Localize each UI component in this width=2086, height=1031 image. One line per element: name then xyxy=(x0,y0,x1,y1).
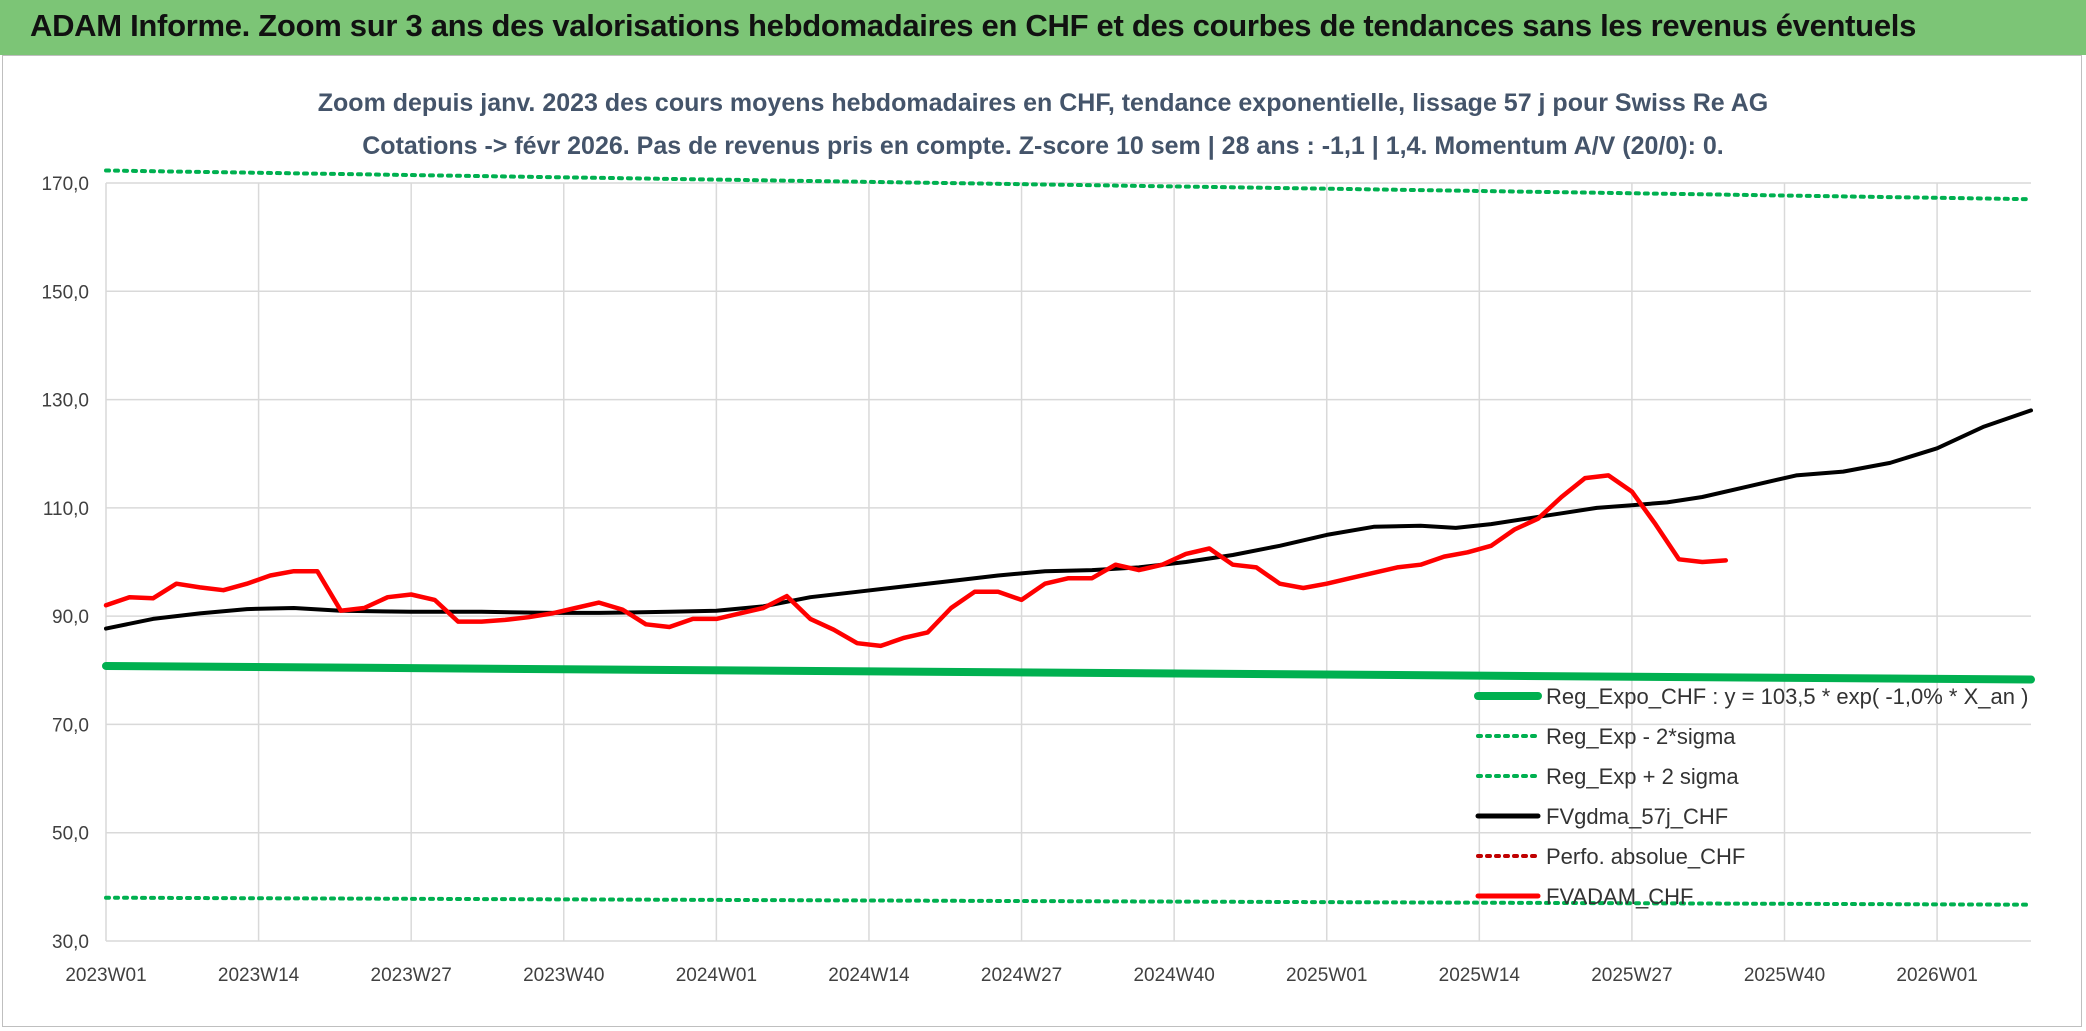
chart: Zoom depuis janv. 2023 des cours moyens … xyxy=(41,89,2035,986)
legend-item-label: FVADAM_CHF xyxy=(1546,884,1694,909)
x-tick-label: 2023W14 xyxy=(218,965,300,986)
series-line-0 xyxy=(102,662,2035,684)
legend-item-label: Reg_Exp + 2 sigma xyxy=(1546,764,1739,789)
chart-frame: Zoom depuis janv. 2023 des cours moyens … xyxy=(2,55,2082,1027)
x-tick-label: 2024W14 xyxy=(828,965,910,986)
chart-subtitle: Cotations -> févr 2026. Pas de revenus p… xyxy=(362,132,1723,160)
y-tick-label: 30,0 xyxy=(52,932,89,953)
y-tick-label: 90,0 xyxy=(52,607,89,628)
x-tick-label: 2023W27 xyxy=(371,965,452,986)
x-tick-label: 2025W27 xyxy=(1591,965,1672,986)
x-tick-label: 2024W40 xyxy=(1133,965,1214,986)
x-tick-label: 2025W14 xyxy=(1439,965,1521,986)
x-tick-label: 2023W01 xyxy=(65,965,146,986)
plot-area xyxy=(102,168,2035,907)
y-tick-label: 170,0 xyxy=(41,174,89,195)
x-tick-label: 2026W01 xyxy=(1896,965,1977,986)
page-title: ADAM Informe. Zoom sur 3 ans des valoris… xyxy=(30,8,1917,43)
y-tick-label: 130,0 xyxy=(41,391,89,412)
legend-item-label: Reg_Exp - 2*sigma xyxy=(1546,724,1736,749)
legend: Reg_Expo_CHF : y = 103,5 * exp( -1,0% * … xyxy=(1474,684,2028,909)
chart-title: Zoom depuis janv. 2023 des cours moyens … xyxy=(318,89,1768,117)
x-tick-label: 2023W40 xyxy=(523,965,604,986)
x-axis: 2023W01 2023W14 2023W27 2023W40 2024W01 2024W… xyxy=(65,965,1977,986)
legend-item-label: FVgdma_57j_CHF xyxy=(1546,804,1728,829)
y-axis: 30,0 50,0 70,0 90,0 110,0 130,0 150,0 170,0 xyxy=(41,174,89,953)
x-tick-label: 2025W01 xyxy=(1286,965,1367,986)
x-tick-label: 2025W40 xyxy=(1744,965,1825,986)
x-tick-label: 2024W27 xyxy=(981,965,1062,986)
header-bar: ADAM Informe. Zoom sur 3 ans des valoris… xyxy=(0,0,2086,55)
legend-item-label: Perfo. absolue_CHF xyxy=(1546,844,1745,869)
grid xyxy=(105,182,2031,942)
x-tick-label: 2024W01 xyxy=(676,965,757,986)
y-tick-label: 70,0 xyxy=(52,715,89,736)
y-tick-label: 110,0 xyxy=(43,499,89,520)
y-tick-label: 150,0 xyxy=(41,282,89,303)
series-line-2 xyxy=(104,168,2033,202)
y-tick-label: 50,0 xyxy=(52,824,89,845)
legend-item-label: Reg_Expo_CHF : y = 103,5 * exp( -1,0% * … xyxy=(1546,684,2028,709)
series-line-1 xyxy=(104,895,2033,907)
series-line-5 xyxy=(103,473,1729,649)
